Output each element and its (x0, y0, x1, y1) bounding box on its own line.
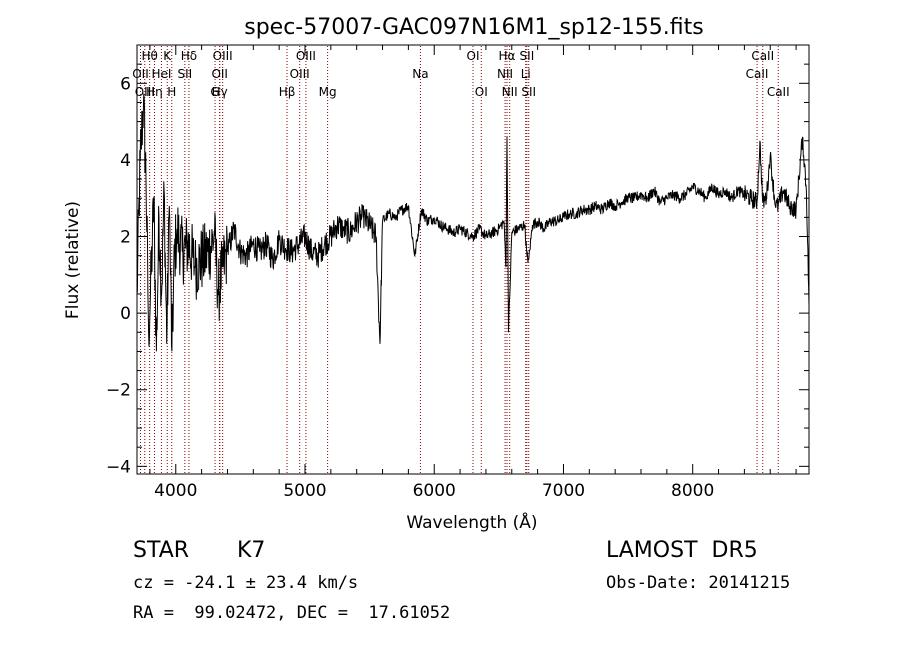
line-label: SII (520, 49, 535, 63)
chart-title: spec-57007-GAC097N16M1_sp12-155.fits (244, 15, 704, 40)
line-label: CaII (751, 49, 774, 63)
x-tick-label: 5000 (283, 481, 326, 501)
line-label: Hδ (181, 49, 197, 63)
plot-frame (136, 44, 810, 475)
line-label: Hβ (279, 85, 296, 99)
x-axis-label: Wavelength (Å) (406, 511, 537, 533)
line-label: OII (211, 67, 228, 81)
line-label: SII (177, 67, 192, 81)
line-label: SII (521, 85, 536, 99)
line-label: Li (521, 67, 531, 81)
y-tick-label: 0 (120, 304, 131, 324)
spectral-line-markers (139, 46, 779, 473)
line-label: OIII (213, 49, 233, 63)
line-label: Hθ (141, 49, 157, 63)
line-label: Hγ (212, 85, 228, 99)
line-label: Na (412, 67, 428, 81)
y-tick-label: 4 (120, 151, 131, 171)
y-tick-label: 6 (120, 74, 131, 94)
spectrum-line (136, 93, 810, 352)
redshift-text: cz = -24.1 ± 23.4 km/s (133, 573, 359, 593)
survey-name: LAMOST DR5 (606, 538, 758, 563)
line-label: H (167, 85, 176, 99)
line-label: Mg (319, 85, 337, 99)
line-label: CaII (767, 85, 790, 99)
x-tick-label: 4000 (154, 481, 197, 501)
line-label: NII (497, 67, 513, 81)
line-label: OI (467, 49, 480, 63)
line-label: Hα (499, 49, 516, 63)
x-tick-label: 8000 (671, 481, 714, 501)
x-tick-label: 6000 (413, 481, 456, 501)
object-class: STAR (133, 538, 190, 563)
line-label: OI (475, 85, 488, 99)
axis-ticks: 4000 5000 6000 7000 8000 −4 −2 0 2 4 6 (106, 44, 809, 501)
line-label: Hη (146, 85, 163, 99)
line-label: OII (132, 67, 149, 81)
y-tick-label: 2 (120, 228, 131, 248)
object-subclass: K7 (237, 538, 266, 563)
line-label: K (163, 49, 172, 63)
line-label: CaII (746, 67, 769, 81)
y-axis-label: Flux (relative) (63, 201, 83, 319)
coordinates: RA = 99.02472, DEC = 17.61052 (133, 603, 451, 623)
plot-body (136, 93, 810, 352)
line-label: HeI (151, 67, 171, 81)
observation-date: Obs-Date: 20141215 (606, 573, 791, 593)
y-tick-label: −2 (106, 381, 131, 401)
x-tick-label: 7000 (542, 481, 585, 501)
line-label: OIII (135, 85, 155, 99)
line-label: NII (502, 85, 518, 99)
y-tick-label: −4 (106, 457, 131, 477)
line-label: OIII (296, 49, 316, 63)
line-label: OIII (290, 67, 310, 81)
line-label: G (210, 85, 219, 99)
